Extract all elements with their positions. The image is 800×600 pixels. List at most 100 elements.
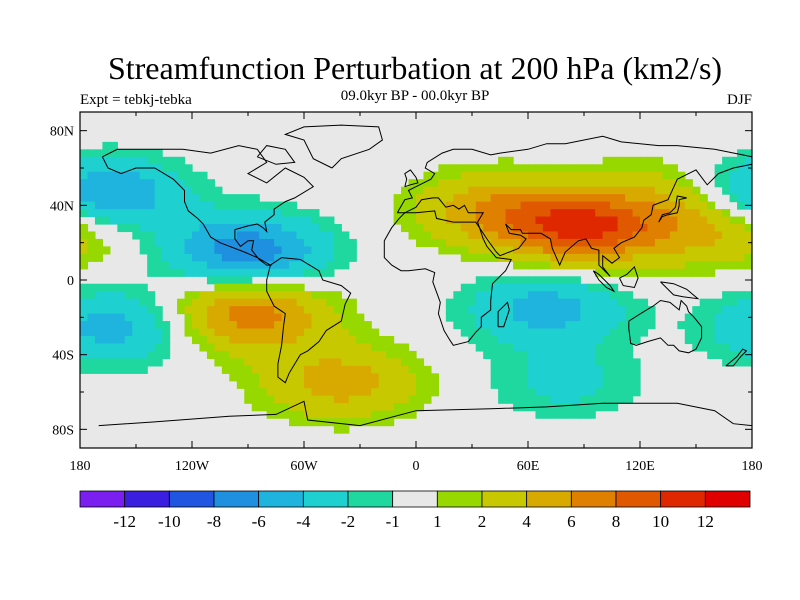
contour-cell [610,358,619,367]
contour-cell [572,395,581,404]
contour-cell [692,253,701,262]
contour-cell [677,209,686,218]
contour-cell [139,336,148,345]
coastline-10 [592,270,616,293]
contour-cell [744,253,752,262]
contour-cell [550,291,559,300]
contour-cell [542,283,551,292]
contour-cell [318,410,327,419]
contour-cell [714,321,723,330]
contour-cell [684,321,693,330]
contour-cell [610,194,619,203]
contour-cell [311,209,320,218]
contour-cell [102,291,111,300]
contour-cell [438,209,447,218]
contour-cell [490,179,499,188]
contour-cell [206,224,215,233]
contour-cell [662,268,671,277]
contour-cell [423,238,432,247]
contour-cell [587,216,596,225]
contour-cell [505,186,514,195]
contour-cell [483,231,492,240]
contour-cell [244,306,253,315]
contour-cell [333,321,342,330]
contour-cell [124,313,133,322]
contour-cell [311,231,320,240]
coastline-0 [101,145,315,266]
contour-cell [236,380,245,389]
contour-cell [610,328,619,337]
contour-cell [632,216,641,225]
contour-cell [714,343,723,352]
contour-cell [617,336,626,345]
contour-cell [669,224,678,233]
contour-cell [326,291,335,300]
contour-cell [669,238,678,247]
contour-cell [371,418,380,427]
contour-cell [326,313,335,322]
contour-cell [528,224,537,233]
contour-cell [341,261,350,270]
contour-cell [475,283,484,292]
contour-cell [557,216,566,225]
contour-cell [177,246,186,255]
contour-cell [281,358,290,367]
contour-cell [117,283,126,292]
lat-tick-label: 40S [52,349,74,364]
contour-cell [244,283,253,292]
contour-cell [206,291,215,300]
contour-cell [505,388,514,397]
contour-cell [513,171,522,180]
contour-cell [542,388,551,397]
contour-cell [333,425,342,434]
contour-cell [513,298,522,307]
contour-cell [132,365,141,374]
contour-cell [236,268,245,277]
contour-cell [565,395,574,404]
contour-cell [221,350,230,359]
contour-cell [206,209,215,218]
contour-cell [184,268,193,277]
contour-cell [363,336,372,345]
contour-cell [505,209,514,218]
contour-cell [206,276,215,285]
contour-cell [199,306,208,315]
contour-cell [550,216,559,225]
contour-cell [408,186,417,195]
contour-cell [617,209,626,218]
contour-cell [139,156,148,165]
contour-cell [87,343,96,352]
contour-cell [528,395,537,404]
contour-cell [654,156,663,165]
contour-cell [714,336,723,345]
contour-cell [587,313,596,322]
lon-tick-label: 60W [290,459,318,474]
contour-cell [550,388,559,397]
contour-cell [625,291,634,300]
contour-cell [640,313,649,322]
contour-cell [498,238,507,247]
contour-cell [259,306,268,315]
contour-cell [244,343,253,352]
contour-cell [408,403,417,412]
contour-cell [550,321,559,330]
contour-cell [102,328,111,337]
contour-cell [737,306,746,315]
contour-cell [162,164,171,173]
contour-cell [737,224,746,233]
contour-cell [244,201,253,210]
contour-cell [542,179,551,188]
contour-cell [356,365,365,374]
contour-cell [587,261,596,270]
contour-cell [162,224,171,233]
contour-cell [236,276,245,285]
contour-cell [199,253,208,262]
contour-cell [580,313,589,322]
contour-cell [184,209,193,218]
contour-cell [498,283,507,292]
contour-cell [632,380,641,389]
contour-cell [304,350,313,359]
contour-cell [289,291,298,300]
coastline-11 [619,265,639,289]
contour-cell [251,246,260,255]
